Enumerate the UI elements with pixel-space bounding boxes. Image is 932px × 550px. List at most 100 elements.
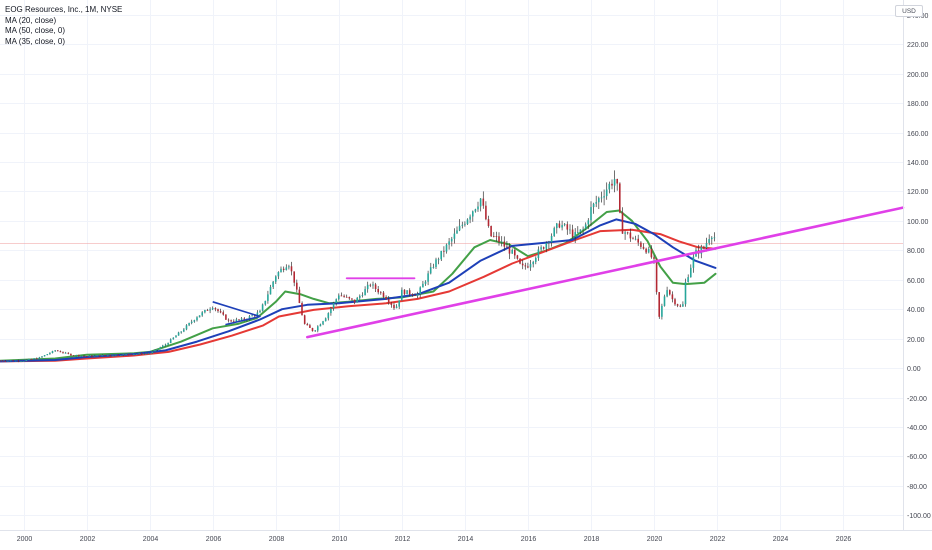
candle-body[interactable] xyxy=(487,219,490,226)
candle-body[interactable] xyxy=(511,249,513,254)
candle-body[interactable] xyxy=(190,321,193,323)
candle-body[interactable] xyxy=(230,320,232,322)
candle-body[interactable] xyxy=(524,265,527,267)
candle-body[interactable] xyxy=(408,290,411,295)
candle-body[interactable] xyxy=(311,328,314,332)
candle-body[interactable] xyxy=(201,312,203,316)
candle-body[interactable] xyxy=(175,335,177,338)
candle-body[interactable] xyxy=(448,241,450,245)
candle-body[interactable] xyxy=(54,350,56,352)
candle-body[interactable] xyxy=(679,305,682,307)
candle-body[interactable] xyxy=(101,355,104,357)
candle-body[interactable] xyxy=(416,294,419,296)
candle-body[interactable] xyxy=(587,220,590,225)
candle-body[interactable] xyxy=(419,287,421,295)
candle-body[interactable] xyxy=(188,323,190,326)
candle-body[interactable] xyxy=(537,249,540,259)
candle-body[interactable] xyxy=(80,355,83,357)
candle-body[interactable] xyxy=(256,312,259,316)
candle-body[interactable] xyxy=(377,289,379,293)
candle-body[interactable] xyxy=(713,237,716,239)
candle-body[interactable] xyxy=(671,294,674,300)
candle-body[interactable] xyxy=(296,282,298,290)
candle-body[interactable] xyxy=(22,361,25,362)
candle-body[interactable] xyxy=(687,277,689,282)
candle-body[interactable] xyxy=(482,198,485,206)
candle-body[interactable] xyxy=(33,358,35,360)
candle-body[interactable] xyxy=(122,354,125,356)
candle-body[interactable] xyxy=(348,296,351,299)
candle-body[interactable] xyxy=(120,355,122,357)
candle-body[interactable] xyxy=(414,295,416,296)
candle-body[interactable] xyxy=(167,343,169,345)
candle-body[interactable] xyxy=(206,310,209,311)
candle-body[interactable] xyxy=(477,206,479,210)
candle-body[interactable] xyxy=(259,310,261,313)
candle-body[interactable] xyxy=(369,284,372,286)
candle-body[interactable] xyxy=(70,353,72,356)
chart-title[interactable]: EOG Resources, Inc., 1M, NYSE xyxy=(5,5,123,14)
candle-body[interactable] xyxy=(238,319,240,321)
candle-body[interactable] xyxy=(154,349,156,352)
candle-body[interactable] xyxy=(548,242,550,244)
candle-body[interactable] xyxy=(196,317,198,321)
drawing-layer[interactable] xyxy=(212,206,905,339)
candle-body[interactable] xyxy=(495,236,498,237)
candle-body[interactable] xyxy=(143,353,146,355)
candle-body[interactable] xyxy=(232,321,235,323)
candle-body[interactable] xyxy=(269,287,272,295)
candle-body[interactable] xyxy=(579,229,582,233)
candle-body[interactable] xyxy=(519,258,521,264)
candle-body[interactable] xyxy=(38,357,41,359)
candle-body[interactable] xyxy=(372,284,374,286)
candle-body[interactable] xyxy=(338,295,340,300)
candle-body[interactable] xyxy=(427,273,429,282)
candle-body[interactable] xyxy=(382,292,385,297)
candle-body[interactable] xyxy=(619,183,621,213)
candle-body[interactable] xyxy=(112,355,114,357)
candle-body[interactable] xyxy=(684,282,687,305)
candle-body[interactable] xyxy=(453,233,456,239)
ma20-line[interactable] xyxy=(0,209,717,362)
candle-body[interactable] xyxy=(332,303,335,309)
candle-body[interactable] xyxy=(359,295,361,298)
candle-body[interactable] xyxy=(642,246,645,249)
candle-body[interactable] xyxy=(57,350,59,352)
candle-body[interactable] xyxy=(180,331,182,333)
candle-body[interactable] xyxy=(401,289,403,301)
candle-body[interactable] xyxy=(479,198,482,207)
candle-body[interactable] xyxy=(59,351,62,353)
candle-body[interactable] xyxy=(705,243,708,248)
candle-body[interactable] xyxy=(298,289,301,303)
candle-body[interactable] xyxy=(251,315,253,317)
candle-body[interactable] xyxy=(227,319,230,321)
candle-body[interactable] xyxy=(521,263,524,266)
candle-body[interactable] xyxy=(146,353,148,355)
candle-body[interactable] xyxy=(4,361,6,362)
candle-body[interactable] xyxy=(584,224,587,229)
candle-body[interactable] xyxy=(280,268,282,273)
candle-body[interactable] xyxy=(240,318,243,320)
ma50-line[interactable] xyxy=(0,228,717,363)
candle-body[interactable] xyxy=(640,242,642,247)
candle-body[interactable] xyxy=(516,255,519,259)
candle-body[interactable] xyxy=(91,355,93,357)
candle-body[interactable] xyxy=(563,224,566,226)
candle-body[interactable] xyxy=(317,326,319,331)
candle-body[interactable] xyxy=(324,318,327,322)
candle-body[interactable] xyxy=(141,353,143,355)
candle-body[interactable] xyxy=(645,248,647,253)
candle-body[interactable] xyxy=(450,238,453,242)
candle-body[interactable] xyxy=(85,356,88,357)
candle-body[interactable] xyxy=(25,360,28,362)
candle-body[interactable] xyxy=(49,352,51,355)
candle-body[interactable] xyxy=(590,207,592,221)
candle-body[interactable] xyxy=(30,359,33,360)
candle-body[interactable] xyxy=(608,183,611,190)
candle-body[interactable] xyxy=(532,261,534,265)
candle-body[interactable] xyxy=(464,223,466,225)
ma35-line[interactable] xyxy=(0,218,717,363)
wedge-pattern[interactable] xyxy=(212,301,261,326)
candle-body[interactable] xyxy=(472,211,474,217)
candle-body[interactable] xyxy=(41,356,43,358)
